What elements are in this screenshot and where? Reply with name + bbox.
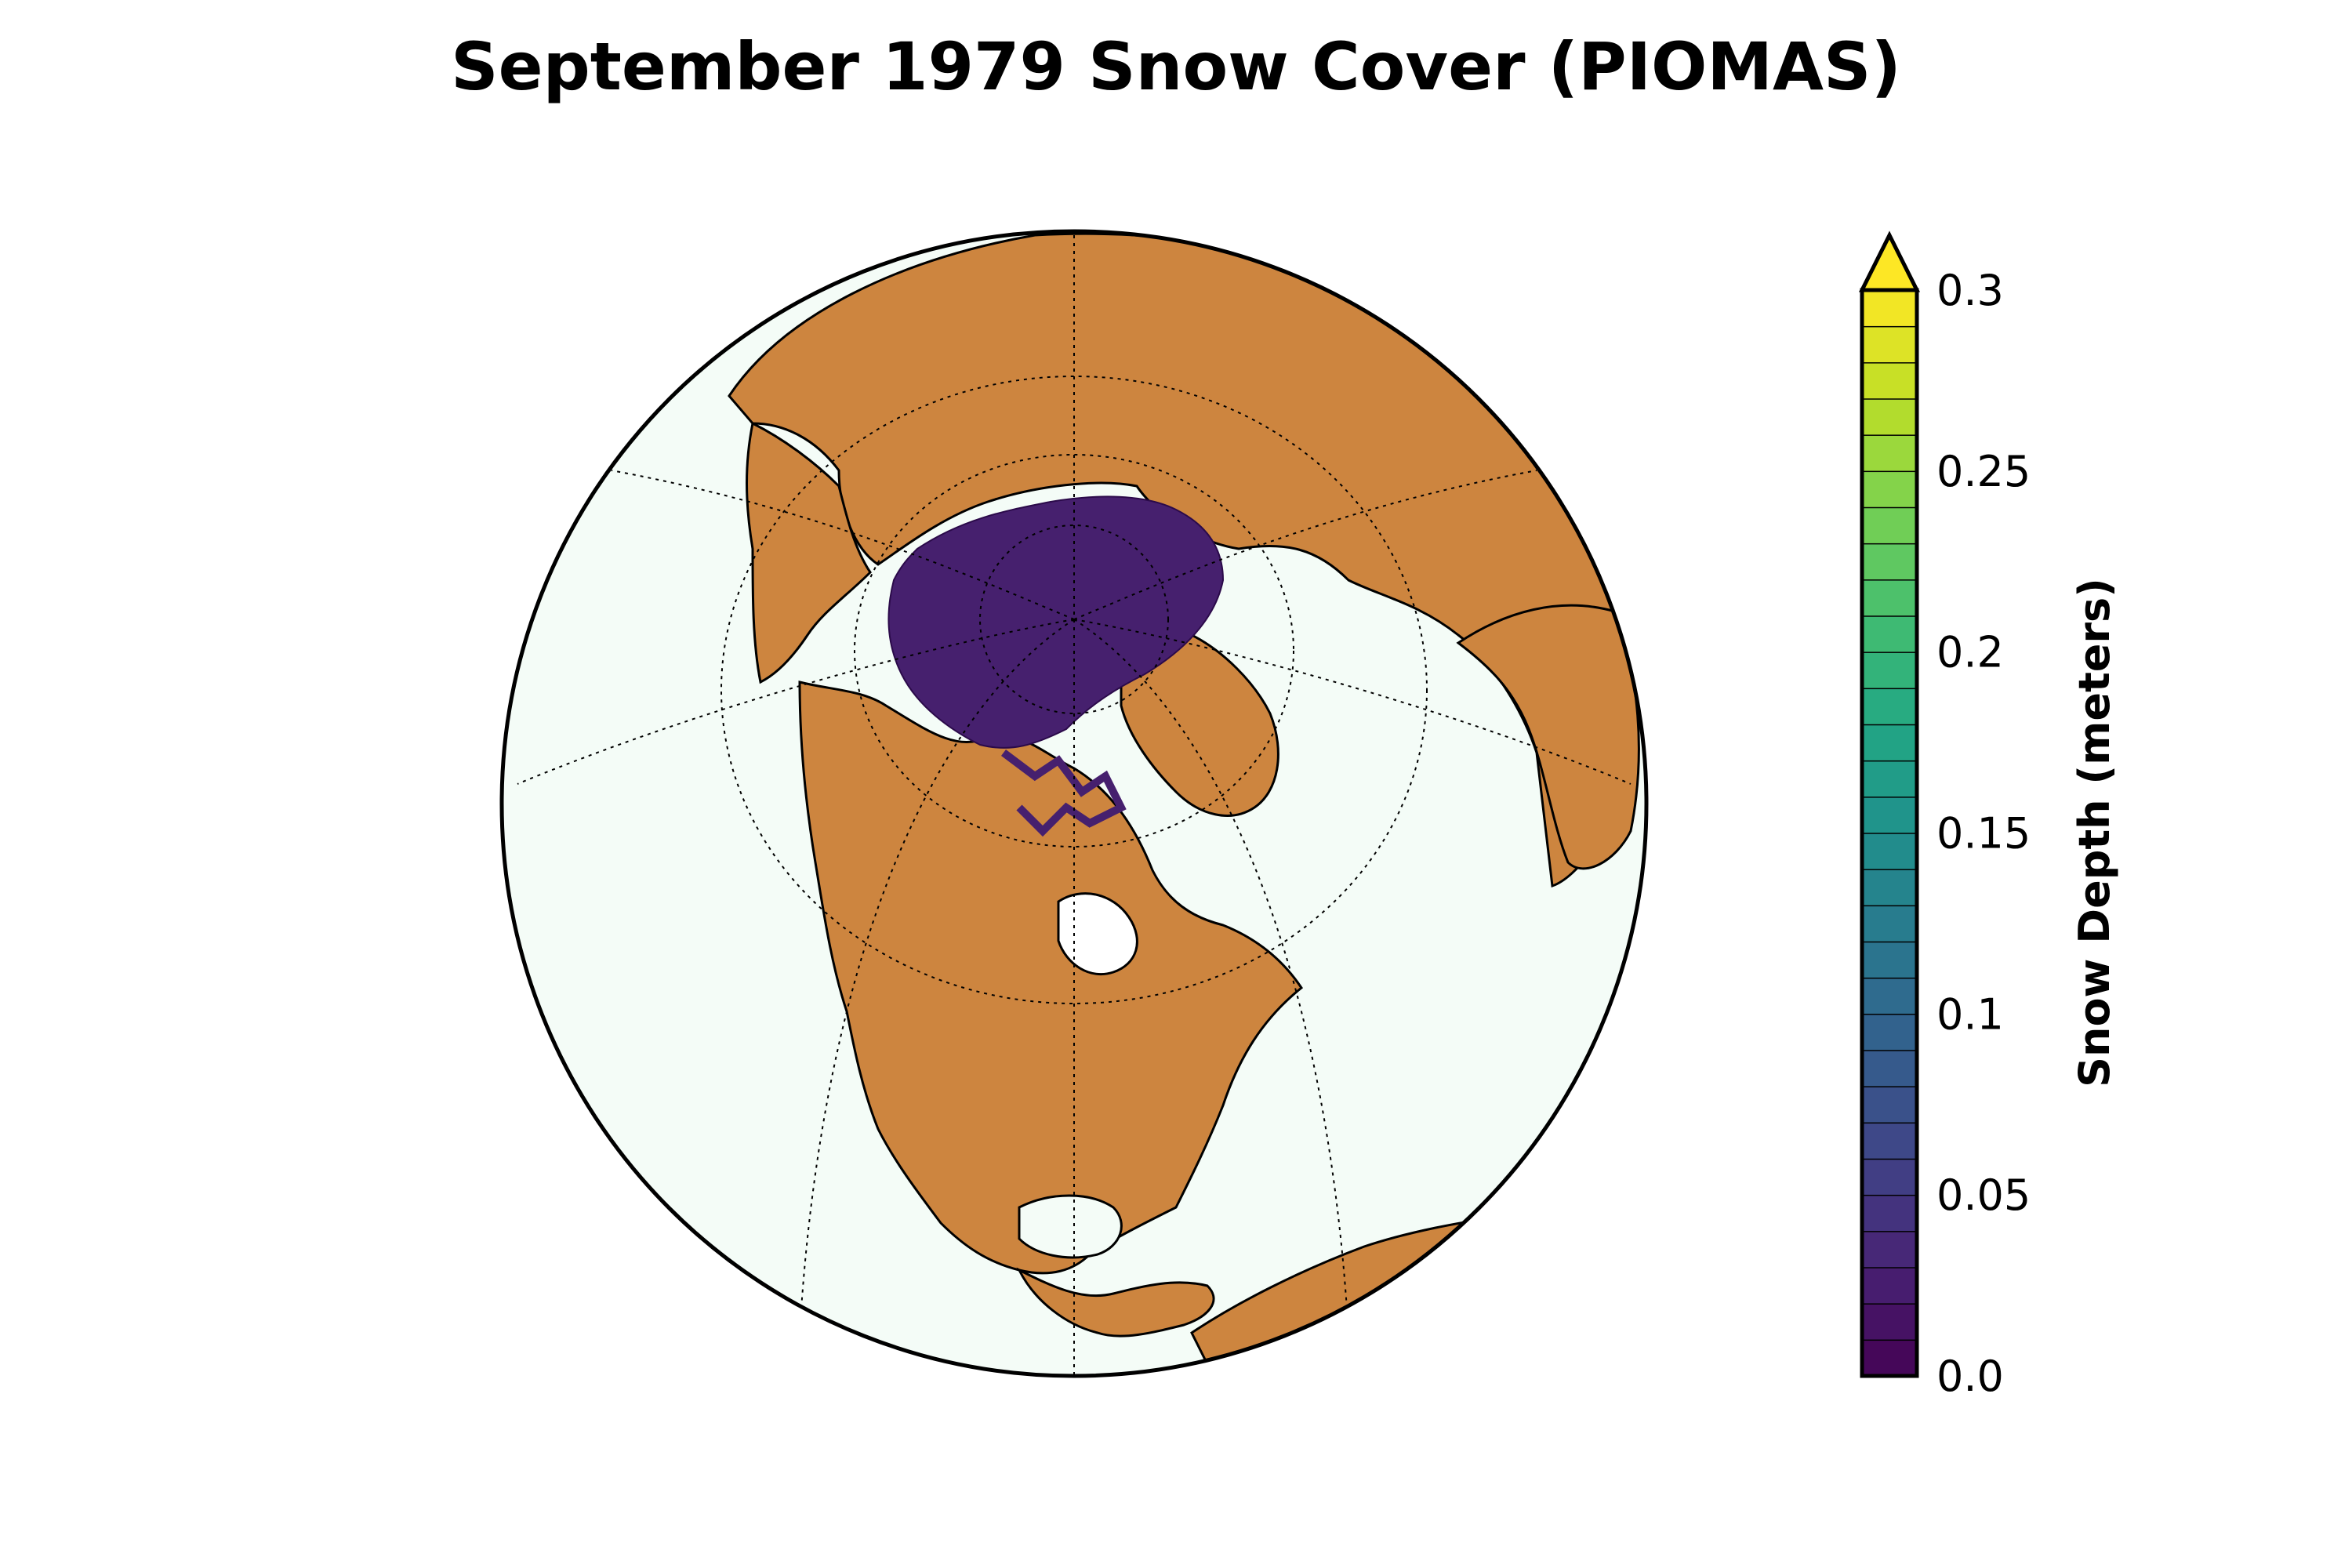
colorbar-segment	[1861, 361, 1918, 400]
colorbar-segment	[1861, 1049, 1918, 1087]
colorbar-segment	[1861, 1230, 1918, 1269]
colorbar-segment	[1861, 1122, 1918, 1160]
graticule-meridian-6	[611, 470, 1075, 620]
colorbar-segment	[1861, 724, 1918, 762]
colorbar-segment	[1861, 1085, 1918, 1124]
colorbar-segment	[1861, 434, 1918, 473]
colorbar-segment	[1861, 506, 1918, 545]
colorbar-segment	[1861, 579, 1918, 617]
graticule-meridian-5	[1073, 619, 1632, 785]
colorbar-tick-label: 0.05	[1936, 1171, 2031, 1220]
colorbar-segment	[1861, 397, 1918, 436]
colorbar-segment	[1861, 1302, 1918, 1341]
colorbar-segment	[1861, 543, 1918, 581]
colorbar-segments	[1861, 289, 1918, 1377]
colorbar-segment	[1861, 941, 1918, 979]
colorbar-segment	[1861, 289, 1918, 328]
archipelago-channels	[1001, 750, 1127, 837]
colorbar-segment	[1861, 905, 1918, 943]
colorbar-segment	[1861, 470, 1918, 509]
colorbar-segment	[1861, 760, 1918, 798]
colorbar-tick-label: 0.2	[1936, 628, 2004, 677]
colorbar-tick-label: 0.15	[1936, 809, 2031, 858]
graticule-lat-70	[854, 454, 1294, 848]
graticule-meridian-4	[517, 619, 1075, 785]
land-north-america	[798, 681, 1304, 1275]
colorbar-segment	[1861, 832, 1918, 870]
colorbar-segment	[1861, 1158, 1918, 1196]
colorbar-segment	[1861, 651, 1918, 690]
colorbar-segment	[1861, 1266, 1918, 1305]
colorbar-segment	[1861, 1339, 1918, 1377]
chart-title: September 1979 Snow Cover (PIOMAS)	[451, 28, 1901, 105]
graticule-meridian-7	[1073, 470, 1537, 620]
gulf-of-mexico	[1018, 1194, 1123, 1259]
globe-outline	[499, 229, 1649, 1378]
colorbar-label: Snow Depth (meters)	[2070, 578, 2119, 1087]
colorbar-segment	[1861, 325, 1918, 364]
colorbar-segment	[1861, 868, 1918, 907]
hudson-bay	[1057, 892, 1138, 976]
colorbar-tick-label: 0.25	[1936, 447, 2031, 496]
colorbar-segment	[1861, 615, 1918, 653]
colorbar-tick-label: 0.1	[1936, 989, 2004, 1039]
land-alaska	[746, 421, 872, 684]
colorbar-segment	[1861, 977, 1918, 1015]
colorbar-tick-label: 0.3	[1936, 266, 2004, 315]
colorbar-frame	[1860, 288, 1919, 1378]
land-eurasia-east	[1456, 604, 1640, 870]
colorbar-segment	[1861, 1013, 1918, 1051]
graticule-lat-80	[979, 524, 1169, 714]
colorbar-extend-arrow	[1858, 230, 1921, 292]
colorbar-tick-label: 0.0	[1936, 1352, 2004, 1401]
land-central-america	[1016, 1267, 1215, 1338]
colorbar-segment	[1861, 1194, 1918, 1232]
colorbar-segment	[1861, 796, 1918, 834]
colorbar-segment	[1861, 688, 1918, 726]
